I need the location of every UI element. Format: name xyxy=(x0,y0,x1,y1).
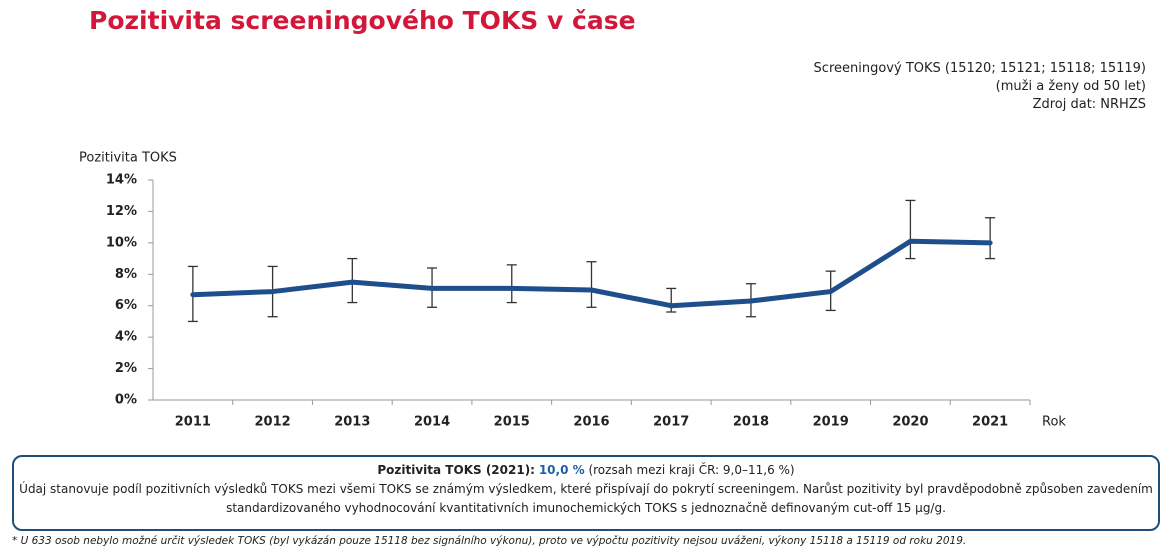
x-tick-label: 2016 xyxy=(573,415,609,430)
note-heading-line: Pozitivita TOKS (2021): 10,0 % (rozsah m… xyxy=(14,461,1158,480)
source: Screeningový TOKS (15120; 15121; 15118; … xyxy=(814,60,1146,114)
note-range: (rozsah mezi kraji ČR: 9,0–11,6 %) xyxy=(588,463,795,477)
x-tick-label: 2013 xyxy=(334,415,370,430)
x-tick-label: 2014 xyxy=(414,415,450,430)
x-tick-label: 2020 xyxy=(892,415,928,430)
x-tick-label: 2019 xyxy=(813,415,849,430)
source-line: Screeningový TOKS (15120; 15121; 15118; … xyxy=(813,61,1146,76)
note-box: Pozitivita TOKS (2021): 10,0 % (rozsah m… xyxy=(12,455,1160,531)
x-tick-label: 2015 xyxy=(494,415,530,430)
y-tick-label: 12% xyxy=(106,204,137,219)
chart-title: Pozitivita screeningového TOKS v čase xyxy=(89,6,636,35)
source-line: Zdroj dat: NRHZS xyxy=(1032,97,1146,112)
x-axis-label: Rok xyxy=(1042,415,1066,430)
y-tick-label: 2% xyxy=(115,361,137,376)
source-line: (muži a ženy od 50 let) xyxy=(995,79,1146,94)
x-tick-label: 2018 xyxy=(733,415,769,430)
x-tick-label: 2011 xyxy=(175,415,211,430)
y-tick-label: 8% xyxy=(115,267,137,282)
y-axis-label: Pozitivita TOKS xyxy=(79,151,177,166)
data-line xyxy=(190,238,993,309)
note-text: Údaj stanovuje podíl pozitivních výsledk… xyxy=(19,482,1153,515)
y-tick-label: 6% xyxy=(115,298,137,313)
y-tick-label: 14% xyxy=(106,173,137,188)
x-tick-label: 2021 xyxy=(972,415,1008,430)
note-heading: Pozitivita TOKS (2021): xyxy=(377,463,535,477)
footnote: * U 633 osob nebylo možné určit výsledek… xyxy=(12,535,967,547)
x-tick-label: 2012 xyxy=(254,415,290,430)
y-tick-label: 10% xyxy=(106,235,137,250)
x-tick-label: 2017 xyxy=(653,415,689,430)
y-tick-label: 0% xyxy=(115,393,137,408)
y-tick-label: 4% xyxy=(115,330,137,345)
note-highlight: 10,0 % xyxy=(538,463,585,477)
